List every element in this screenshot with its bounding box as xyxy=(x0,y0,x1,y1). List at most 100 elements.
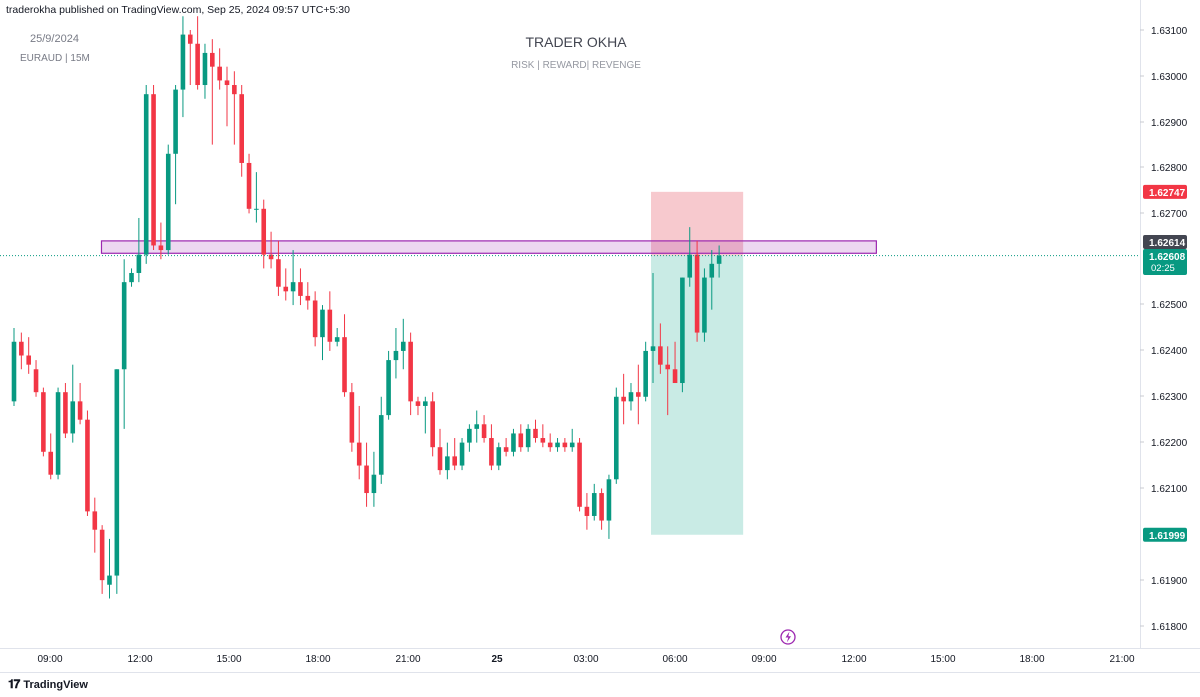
price-tick-label: 1.63000 xyxy=(1151,72,1188,83)
candle xyxy=(606,474,612,539)
time-tick-label: 25 xyxy=(491,654,503,665)
candle xyxy=(577,438,582,512)
candle-body xyxy=(393,350,399,361)
candle xyxy=(217,48,222,90)
candle xyxy=(19,332,24,370)
candle-body xyxy=(11,341,17,402)
candle-body xyxy=(503,447,509,452)
candle xyxy=(636,364,641,425)
candle xyxy=(584,493,590,530)
candle xyxy=(650,272,656,384)
candle-body xyxy=(569,442,575,448)
candle-body xyxy=(445,456,450,471)
time-tick-label: 12:00 xyxy=(841,654,866,665)
candle-body xyxy=(371,474,377,494)
candle-body xyxy=(628,392,634,402)
tradingview-brand[interactable]: 𝟏𝟕 TradingView xyxy=(8,677,88,692)
candle xyxy=(276,240,281,296)
price-tick-label: 1.62300 xyxy=(1151,392,1188,403)
candle-body xyxy=(99,529,105,581)
time-tick-label: 15:00 xyxy=(930,654,955,665)
candle-body xyxy=(533,428,538,439)
candle-body xyxy=(107,575,112,585)
candle xyxy=(298,268,303,306)
candle-body xyxy=(555,442,560,448)
event-marker-icon[interactable] xyxy=(780,629,796,645)
price-tick-label: 1.63100 xyxy=(1151,26,1188,37)
price-tick-label: 1.61900 xyxy=(1151,576,1188,587)
candle xyxy=(143,85,149,264)
candle xyxy=(393,328,399,379)
candle-body xyxy=(577,442,582,507)
candle-body xyxy=(547,442,553,448)
candle xyxy=(445,442,450,480)
candle xyxy=(474,410,480,443)
candle-body xyxy=(239,94,244,163)
candle-body xyxy=(591,493,597,516)
candle xyxy=(320,305,325,361)
candle xyxy=(290,250,296,306)
candle xyxy=(342,314,347,397)
candle-body xyxy=(650,346,656,351)
price-tick-label: 1.61800 xyxy=(1151,622,1188,633)
candle-body xyxy=(606,479,612,521)
candle xyxy=(437,428,443,475)
time-tick-label: 09:00 xyxy=(37,654,62,665)
candle-body xyxy=(415,401,421,406)
price-axis[interactable]: 1.63100 1.63000 1.62900 1.62800 1.62700 1.625… xyxy=(1140,26,1188,633)
candle-body xyxy=(232,85,237,95)
candle xyxy=(158,222,164,260)
time-tick-label: 18:00 xyxy=(305,654,330,665)
candle xyxy=(378,396,384,484)
candle-body xyxy=(283,286,289,292)
price-tick-label: 1.62200 xyxy=(1151,438,1188,449)
candle xyxy=(356,405,362,480)
price-tag: 1.62747 xyxy=(1143,184,1187,199)
candle-body xyxy=(254,208,259,210)
candle-body xyxy=(41,392,46,452)
time-tick-label: 21:00 xyxy=(1109,654,1134,665)
candle-body xyxy=(246,162,252,209)
candle-body xyxy=(114,369,120,576)
time-tick-label: 12:00 xyxy=(127,654,152,665)
candle xyxy=(555,438,560,452)
candle xyxy=(518,424,524,452)
time-tick-label: 18:00 xyxy=(1019,654,1044,665)
candle-body xyxy=(298,282,303,296)
candle-body xyxy=(92,511,98,530)
candle-body xyxy=(342,337,347,393)
price-tick-label: 1.62100 xyxy=(1151,484,1188,495)
price-tag-value: 1.62614 xyxy=(1149,238,1186,249)
zone-rect[interactable] xyxy=(100,240,877,254)
candle xyxy=(687,227,693,287)
candle-body xyxy=(643,350,648,397)
resistance-zone[interactable] xyxy=(100,240,877,254)
candle-body xyxy=(694,254,700,333)
time-axis[interactable]: 09:00 12:00 15:00 18:00 21:00 25 03:00 06:00 09:… xyxy=(37,654,1134,665)
candle xyxy=(187,30,193,86)
candle xyxy=(452,438,457,471)
candle-body xyxy=(658,346,663,365)
price-tag-bg xyxy=(1143,249,1187,275)
candle xyxy=(246,153,252,214)
candle-body xyxy=(364,465,369,494)
candle xyxy=(511,428,516,457)
candle-body xyxy=(312,300,318,338)
candles xyxy=(11,16,722,599)
candle-body xyxy=(459,442,465,466)
candle-body xyxy=(63,392,68,434)
candle-body xyxy=(327,309,333,342)
time-tick-label: 06:00 xyxy=(662,654,687,665)
candle xyxy=(55,387,61,480)
time-tick-label: 03:00 xyxy=(573,654,598,665)
candle-body xyxy=(217,66,222,81)
candle-body xyxy=(187,34,193,44)
candle xyxy=(107,538,112,599)
candle-body xyxy=(195,43,200,86)
candle-body xyxy=(400,341,406,351)
candle-body xyxy=(636,392,641,397)
candle-body xyxy=(261,208,267,255)
candle xyxy=(533,419,538,443)
candle-body xyxy=(158,245,164,251)
